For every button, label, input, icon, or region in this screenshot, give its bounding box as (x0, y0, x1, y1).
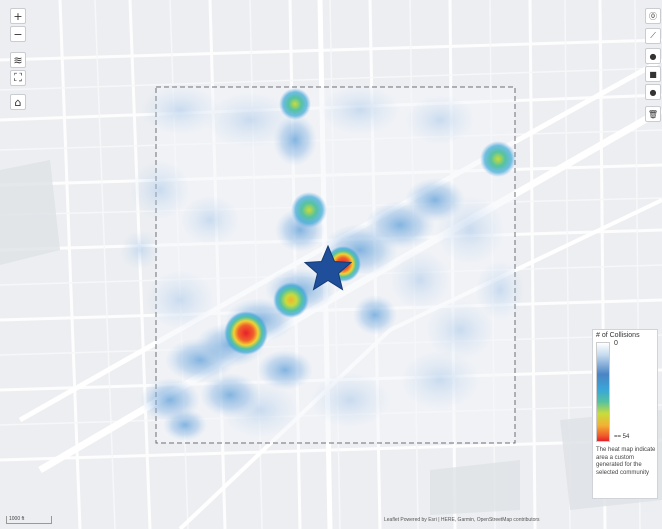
heatmap-legend: # of Collisions 0 == 54 The heat map ind… (592, 329, 658, 499)
heat-hotspots (224, 88, 516, 355)
zoom-in-button[interactable]: + (10, 8, 26, 24)
hotspot (224, 311, 268, 355)
draw-point-button[interactable]: ● (645, 48, 661, 64)
home-button[interactable]: ⌂ (10, 94, 26, 110)
layers-icon: ≋ (13, 53, 23, 67)
trash-icon: 🗑 (647, 109, 659, 119)
fullscreen-icon: ⛶ (14, 71, 22, 84)
hotspot (273, 282, 309, 318)
minus-icon: − (13, 27, 23, 41)
info-button[interactable]: ⓪ (645, 8, 661, 24)
info-icon: ⓪ (649, 11, 657, 21)
draw-line-button[interactable]: ⟋ (645, 28, 661, 44)
map-attribution[interactable]: Leaflet Powered by Esri | HERE, Garmin, … (384, 517, 540, 523)
legend-note: The heat map indicate area a custom gene… (596, 447, 656, 476)
legend-max-label: 0 (614, 340, 618, 347)
layers-button[interactable]: ≋ (10, 52, 26, 68)
draw-square-button[interactable]: ■ (645, 66, 661, 82)
home-icon: ⌂ (14, 95, 22, 109)
zoom-out-button[interactable]: − (10, 26, 26, 42)
hotspot (291, 192, 327, 228)
location-star-icon[interactable] (303, 244, 353, 291)
delete-button[interactable]: 🗑 (645, 106, 661, 122)
line-tool-icon: ⟋ (650, 31, 656, 40)
legend-min-label: == 54 (614, 434, 630, 440)
hotspot (480, 141, 516, 177)
fullscreen-button[interactable]: ⛶ (10, 70, 26, 86)
square-tool-icon: ■ (649, 69, 657, 79)
plus-icon: + (13, 9, 23, 23)
draw-marker-button[interactable]: ● (645, 84, 661, 100)
legend-color-ramp (596, 342, 610, 442)
marker-tool-icon: ● (649, 87, 657, 97)
legend-title: # of Collisions (596, 332, 640, 339)
scale-bar: 1000 ft (6, 516, 52, 524)
point-tool-icon: ● (649, 51, 657, 61)
hotspot (279, 88, 311, 120)
